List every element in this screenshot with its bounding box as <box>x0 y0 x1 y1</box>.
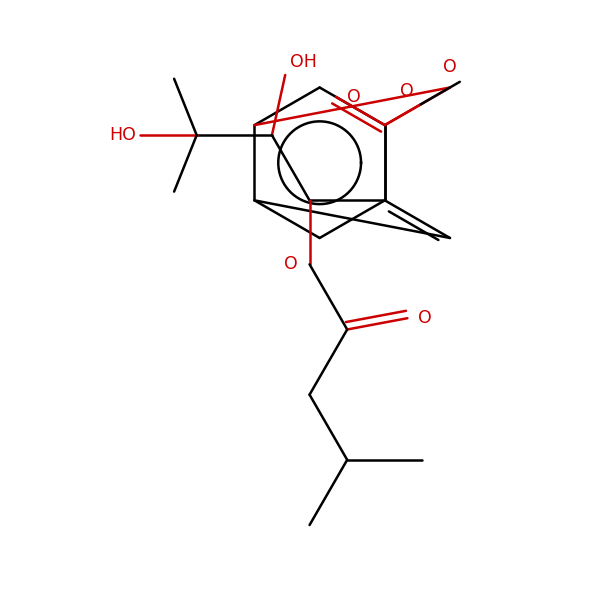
Text: O: O <box>400 82 413 100</box>
Text: HO: HO <box>109 126 136 144</box>
Text: OH: OH <box>290 53 317 71</box>
Text: O: O <box>443 58 457 76</box>
Text: O: O <box>347 88 361 106</box>
Text: O: O <box>418 309 432 327</box>
Text: O: O <box>284 256 298 274</box>
